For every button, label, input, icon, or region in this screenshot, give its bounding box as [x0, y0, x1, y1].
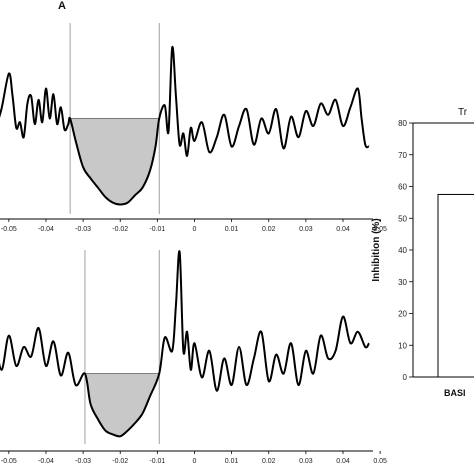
- y-tick-label: 60: [398, 183, 407, 192]
- x-tick-label: -0.04: [38, 226, 54, 233]
- x-tick-label: -0.05: [1, 226, 17, 233]
- x-tick-label: 0.02: [262, 458, 276, 465]
- y-tick-label: 40: [398, 246, 407, 255]
- x-category-label: BASI: [444, 388, 466, 398]
- x-tick-label: 0.05: [373, 458, 387, 465]
- x-tick-label: 0.05: [373, 226, 387, 233]
- trace-line: [0, 250, 370, 438]
- chart-top-trace: -0.05 -0.04 -0.03 -0.02 -0.01 0 0.01 0.02 0.03 0.…: [0, 23, 387, 233]
- x-tick-label: 0.01: [225, 226, 239, 233]
- y-tick-label: 20: [398, 310, 407, 319]
- panel-label: A: [58, 0, 66, 12]
- y-tick-label: 80: [398, 119, 407, 128]
- y-tick-label: 70: [398, 151, 407, 160]
- x-tick-label: -0.01: [149, 458, 165, 465]
- x-tick-label: 0: [193, 226, 197, 233]
- y-tick-label: 10: [398, 341, 407, 350]
- y-tick-label: 30: [398, 278, 407, 287]
- x-tick-label: 0: [193, 458, 197, 465]
- y-axis-label: Inhibition (%): [371, 218, 382, 281]
- x-tick-label: -0.03: [75, 226, 91, 233]
- shaded-region: [84, 373, 160, 437]
- x-tick-label: -0.01: [149, 226, 165, 233]
- x-tick-label: 0.04: [336, 226, 350, 233]
- x-tick-label: -0.02: [112, 226, 128, 233]
- shaded-region: [69, 118, 160, 205]
- x-tick-label: 0.04: [336, 458, 350, 465]
- chart-inhibition-bar: Tr Inhibition (%) 0 10 20 30 40 50 60 70 80 BASI: [371, 107, 474, 398]
- y-tick-label: 0: [403, 373, 408, 382]
- x-tick-label: -0.04: [38, 458, 54, 465]
- x-tick-label: -0.03: [75, 458, 91, 465]
- x-tick-label: 0.03: [299, 458, 313, 465]
- y-tick-label: 50: [398, 214, 407, 223]
- x-tick-label: 0.03: [299, 226, 313, 233]
- x-tick-label: 0.01: [225, 458, 239, 465]
- x-tick-label: 0.02: [262, 226, 276, 233]
- x-tick-label: -0.05: [1, 458, 17, 465]
- trace-line: [0, 46, 370, 206]
- chart-bottom-trace: -0.05 -0.04 -0.03 -0.02 -0.01 0 0.01 0.02 0.03 0.…: [0, 250, 387, 465]
- x-tick-label: -0.02: [112, 458, 128, 465]
- bar-chart-title: Tr: [458, 107, 468, 118]
- bar: [437, 193, 474, 378]
